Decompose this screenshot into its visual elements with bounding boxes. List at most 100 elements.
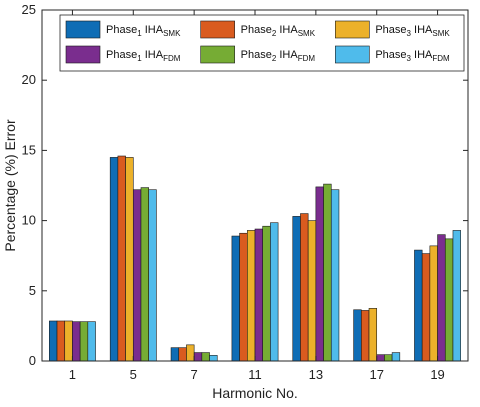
bar-19-series-1 bbox=[414, 249, 423, 362]
legend-label-index: 2 bbox=[272, 54, 277, 63]
bar-17-series-5 bbox=[384, 354, 393, 362]
legend-label-main: Phase bbox=[375, 24, 406, 36]
bar-19-series-3 bbox=[429, 245, 438, 362]
x-tick-label: 11 bbox=[248, 367, 262, 382]
y-tick-label: 10 bbox=[22, 213, 36, 228]
legend-label-main: Phase bbox=[241, 49, 272, 61]
legend-label-1: Phase1 IHASMK bbox=[106, 24, 181, 38]
bar-5-series-3 bbox=[125, 157, 134, 362]
bars-layer bbox=[49, 155, 461, 362]
bar-19-series-4 bbox=[437, 234, 446, 362]
bar-17-series-2 bbox=[361, 310, 370, 362]
bar-7-series-3 bbox=[186, 344, 195, 362]
y-axis-label: Percentage (%) Error bbox=[2, 119, 18, 252]
bar-7-series-2 bbox=[178, 347, 187, 362]
y-tick-label: 25 bbox=[22, 2, 36, 17]
legend-label-main: Phase bbox=[241, 24, 272, 36]
legend-label-main: Phase bbox=[106, 49, 137, 61]
bar-5-series-5 bbox=[140, 187, 149, 362]
legend-label-mid: IHA bbox=[411, 24, 433, 36]
bar-7-series-5 bbox=[201, 352, 210, 362]
bar-19-series-2 bbox=[421, 253, 431, 362]
legend-label-5: Phase2 IHAFDM bbox=[241, 49, 316, 63]
legend-label-mid: IHA bbox=[411, 49, 433, 61]
bar-17-series-3 bbox=[368, 308, 378, 362]
bar-13-series-6 bbox=[330, 189, 340, 362]
legend-label-index: 2 bbox=[272, 29, 277, 38]
legend-label-index: 1 bbox=[137, 54, 142, 63]
legend-label-sub: FDM bbox=[298, 54, 316, 63]
bar-1-series-5 bbox=[79, 321, 89, 362]
legend-label-sub: SMK bbox=[163, 29, 181, 38]
bar-1-series-3 bbox=[64, 320, 73, 362]
bar-17-series-6 bbox=[391, 352, 401, 362]
legend-swatch-2 bbox=[200, 20, 235, 39]
legend-label-main: Phase bbox=[106, 24, 137, 36]
legend-label-sub: FDM bbox=[163, 54, 181, 63]
legend-swatch-3 bbox=[335, 20, 370, 39]
legend: Phase1 IHASMK Phase2 IHASMK Phase3 IHASMKP… bbox=[59, 14, 465, 72]
bar-1-series-4 bbox=[72, 321, 81, 362]
x-axis: 1 5 7 11 13 17 19 bbox=[69, 10, 445, 382]
y-axis: 0 5 10 15 20 25 bbox=[22, 2, 468, 368]
legend-label-sub: FDM bbox=[432, 54, 450, 63]
bar-5-series-6 bbox=[148, 189, 157, 362]
legend-label-sub: SMK bbox=[432, 29, 450, 38]
legend-label-index: 3 bbox=[407, 29, 412, 38]
bar-5-series-1 bbox=[109, 157, 119, 362]
bar-13-series-3 bbox=[307, 220, 317, 362]
bar-5-series-4 bbox=[132, 189, 142, 362]
x-axis-label: Harmonic No. bbox=[212, 385, 298, 401]
legend-label-sub: SMK bbox=[298, 29, 316, 38]
legend-label-3: Phase3 IHASMK bbox=[375, 24, 450, 38]
bar-1-series-1 bbox=[49, 320, 58, 362]
bar-1-series-2 bbox=[56, 320, 66, 362]
legend-swatch-5 bbox=[200, 45, 235, 64]
bar-11-series-2 bbox=[239, 232, 248, 362]
bar-13-series-1 bbox=[292, 216, 301, 362]
legend-swatch-4 bbox=[65, 45, 101, 64]
legend-label-mid: IHA bbox=[276, 24, 298, 36]
legend-label-mid: IHA bbox=[276, 49, 298, 61]
x-tick-label: 7 bbox=[191, 367, 198, 382]
legend-label-2: Phase2 IHASMK bbox=[241, 24, 316, 38]
x-tick-label: 5 bbox=[130, 367, 137, 382]
bar-1-series-6 bbox=[87, 321, 96, 362]
bar-11-series-4 bbox=[254, 228, 263, 362]
y-tick-label: 20 bbox=[22, 72, 36, 87]
legend-label-mid: IHA bbox=[142, 49, 164, 61]
bar-11-series-3 bbox=[247, 230, 256, 362]
y-tick-label: 0 bbox=[29, 353, 36, 368]
bar-19-series-6 bbox=[452, 230, 461, 362]
legend-label-4: Phase1 IHAFDM bbox=[106, 49, 181, 63]
bar-11-series-5 bbox=[262, 225, 271, 362]
legend-label-mid: IHA bbox=[142, 24, 164, 36]
bar-5-series-2 bbox=[117, 155, 126, 362]
legend-label-6: Phase3 IHAFDM bbox=[375, 49, 450, 63]
bar-19-series-5 bbox=[444, 238, 454, 362]
bar-7-series-4 bbox=[193, 352, 203, 362]
legend-label-index: 3 bbox=[407, 54, 412, 63]
bar-11-series-6 bbox=[270, 222, 279, 362]
legend-label-index: 1 bbox=[137, 29, 142, 38]
bar-13-series-2 bbox=[300, 213, 309, 362]
x-tick-label: 17 bbox=[369, 367, 383, 382]
bar-13-series-5 bbox=[323, 183, 332, 362]
x-tick-label: 1 bbox=[69, 367, 76, 382]
legend-box bbox=[59, 14, 465, 72]
legend-swatch-1 bbox=[65, 20, 101, 39]
legend-label-main: Phase bbox=[375, 49, 406, 61]
bar-13-series-4 bbox=[315, 186, 324, 362]
bar-7-series-6 bbox=[209, 355, 218, 362]
bar-17-series-1 bbox=[353, 309, 362, 362]
legend-swatch-6 bbox=[335, 45, 370, 64]
bar-11-series-1 bbox=[231, 235, 240, 362]
x-tick-label: 13 bbox=[309, 367, 323, 382]
bar-17-series-4 bbox=[376, 354, 385, 362]
x-tick-label: 19 bbox=[430, 367, 444, 382]
y-tick-label: 5 bbox=[29, 283, 36, 298]
bar-7-series-1 bbox=[170, 347, 180, 362]
y-tick-label: 15 bbox=[22, 142, 36, 157]
